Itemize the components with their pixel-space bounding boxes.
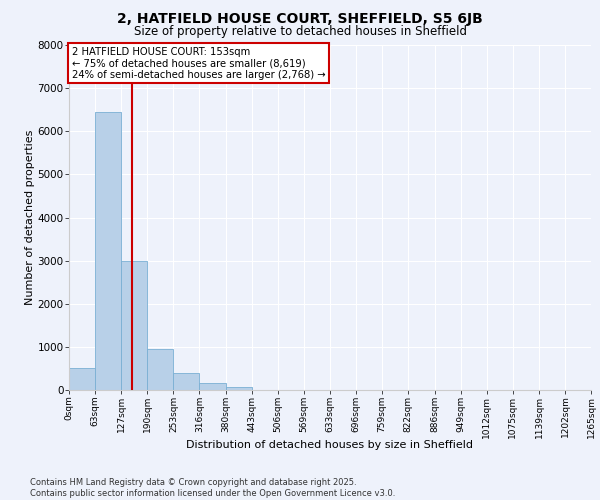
Bar — [173, 373, 199, 390]
Y-axis label: Number of detached properties: Number of detached properties — [25, 130, 35, 305]
Bar — [95, 112, 121, 390]
Bar — [226, 386, 252, 390]
Text: Size of property relative to detached houses in Sheffield: Size of property relative to detached ho… — [133, 25, 467, 38]
Bar — [199, 383, 226, 390]
Bar — [69, 368, 95, 390]
X-axis label: Distribution of detached houses by size in Sheffield: Distribution of detached houses by size … — [187, 440, 473, 450]
Text: Contains HM Land Registry data © Crown copyright and database right 2025.
Contai: Contains HM Land Registry data © Crown c… — [30, 478, 395, 498]
Bar — [121, 260, 148, 390]
Bar — [148, 349, 173, 390]
Text: 2 HATFIELD HOUSE COURT: 153sqm
← 75% of detached houses are smaller (8,619)
24% : 2 HATFIELD HOUSE COURT: 153sqm ← 75% of … — [71, 46, 325, 80]
Text: 2, HATFIELD HOUSE COURT, SHEFFIELD, S5 6JB: 2, HATFIELD HOUSE COURT, SHEFFIELD, S5 6… — [117, 12, 483, 26]
